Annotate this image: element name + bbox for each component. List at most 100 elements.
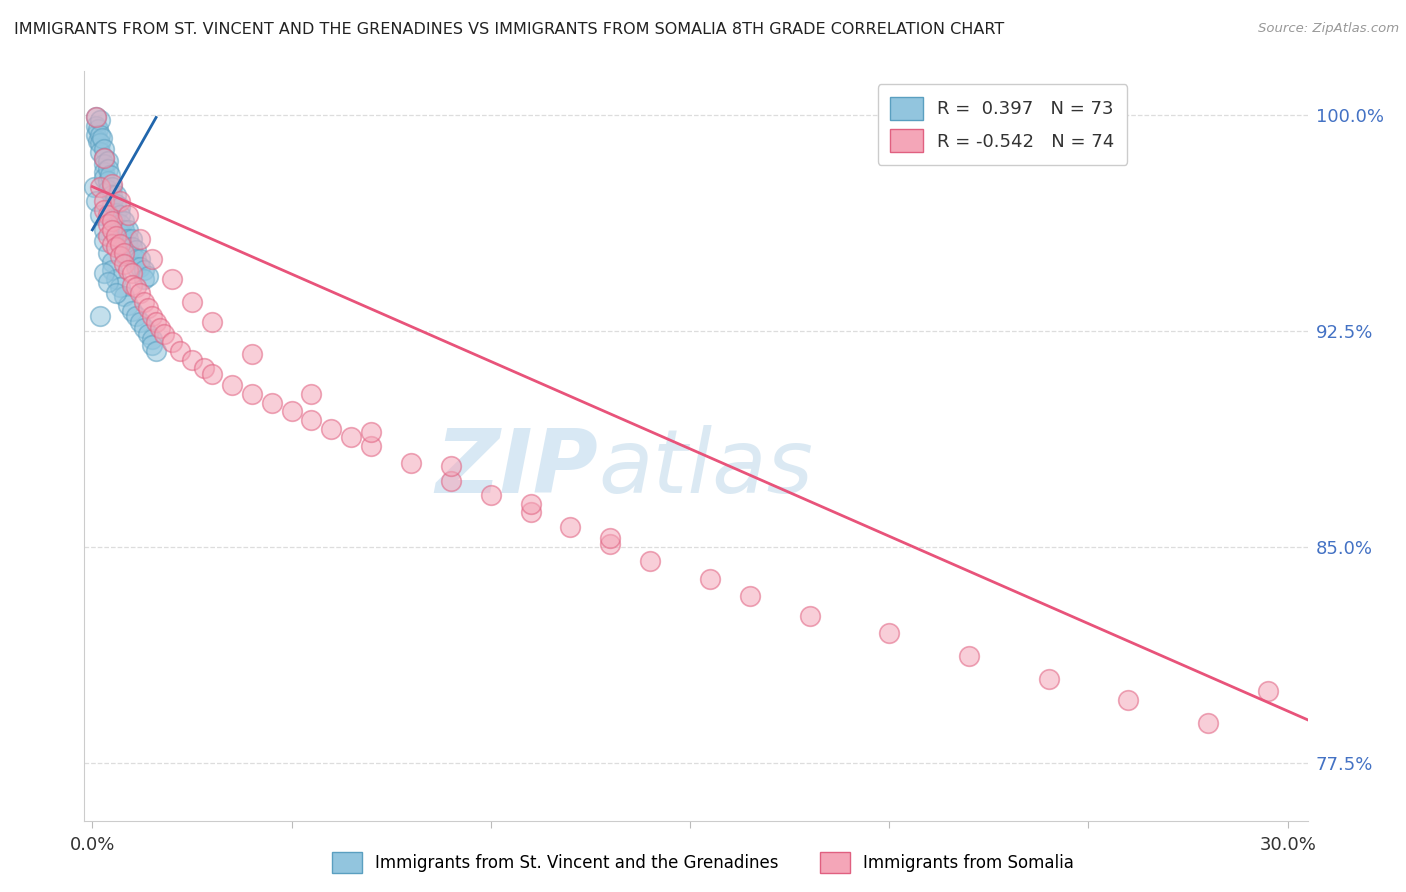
Point [117,240,139,254]
Point [98,168,121,182]
Point [112,257,135,271]
Point [101,197,124,211]
Point [105,205,128,219]
Point [121,240,143,254]
Point [105,228,128,243]
Point [121,231,143,245]
Point [129,286,152,301]
Point [97,217,120,231]
Point [136,301,159,315]
Point [136,326,159,341]
Point [479,488,502,502]
Point [101,205,124,219]
Point [112,246,135,260]
Point [125,310,148,324]
Text: atlas: atlas [598,425,813,511]
Point [105,286,128,301]
Point [957,649,980,664]
Point [141,332,163,346]
Point [117,249,139,263]
Point [280,404,302,418]
Point [599,537,621,551]
Point [117,298,139,312]
Point [145,315,167,329]
Point [86,119,108,133]
Point [117,223,139,237]
Point [110,217,132,231]
Point [125,243,148,257]
Point [101,214,124,228]
Point [129,231,152,245]
Point [101,254,124,268]
Point [101,179,124,194]
Point [89,113,111,128]
Point [560,519,582,533]
Point [149,321,172,335]
Point [112,289,135,303]
Point [145,343,167,358]
Point [201,315,224,329]
Point [89,310,111,324]
Point [134,263,156,277]
Point [86,111,108,125]
Point [160,335,183,350]
Point [638,554,661,568]
Point [599,531,621,545]
Point [1116,692,1139,706]
Point [86,111,108,125]
Point [105,188,128,202]
Point [699,572,721,586]
Point [89,179,111,194]
Point [110,200,132,214]
Point [117,263,139,277]
Point [301,387,323,401]
Point [136,268,159,283]
Point [110,194,132,208]
Point [97,174,120,188]
Point [101,263,124,277]
Point [93,223,115,237]
Point [134,272,156,286]
Point [169,343,191,358]
Point [105,240,128,254]
Point [399,456,422,470]
Point [181,294,204,309]
Point [101,188,124,202]
Point [93,235,115,249]
Point [129,252,152,266]
Point [160,272,183,286]
Point [101,223,124,237]
Point [97,246,120,260]
Point [110,237,132,252]
Point [440,459,463,474]
Point [141,338,163,352]
Point [97,228,120,243]
Point [110,209,132,223]
Point [101,237,124,252]
Point [240,387,263,401]
Point [129,260,152,275]
Point [360,439,382,453]
Point [91,130,114,145]
Point [87,134,110,148]
Point [121,266,143,280]
Legend: Immigrants from St. Vincent and the Grenadines, Immigrants from Somalia: Immigrants from St. Vincent and the Gren… [325,846,1081,880]
Point [89,145,111,159]
Point [121,303,143,318]
Point [89,128,111,142]
Point [97,209,120,223]
Point [93,171,115,186]
Point [134,294,156,309]
Point [93,266,115,280]
Point [221,378,243,392]
Point [519,497,541,511]
Point [125,252,148,266]
Point [93,142,115,156]
Point [89,209,111,223]
Point [799,609,821,624]
Point [738,589,761,603]
Point [97,153,120,168]
Point [141,252,163,266]
Point [97,162,120,177]
Point [93,194,115,208]
